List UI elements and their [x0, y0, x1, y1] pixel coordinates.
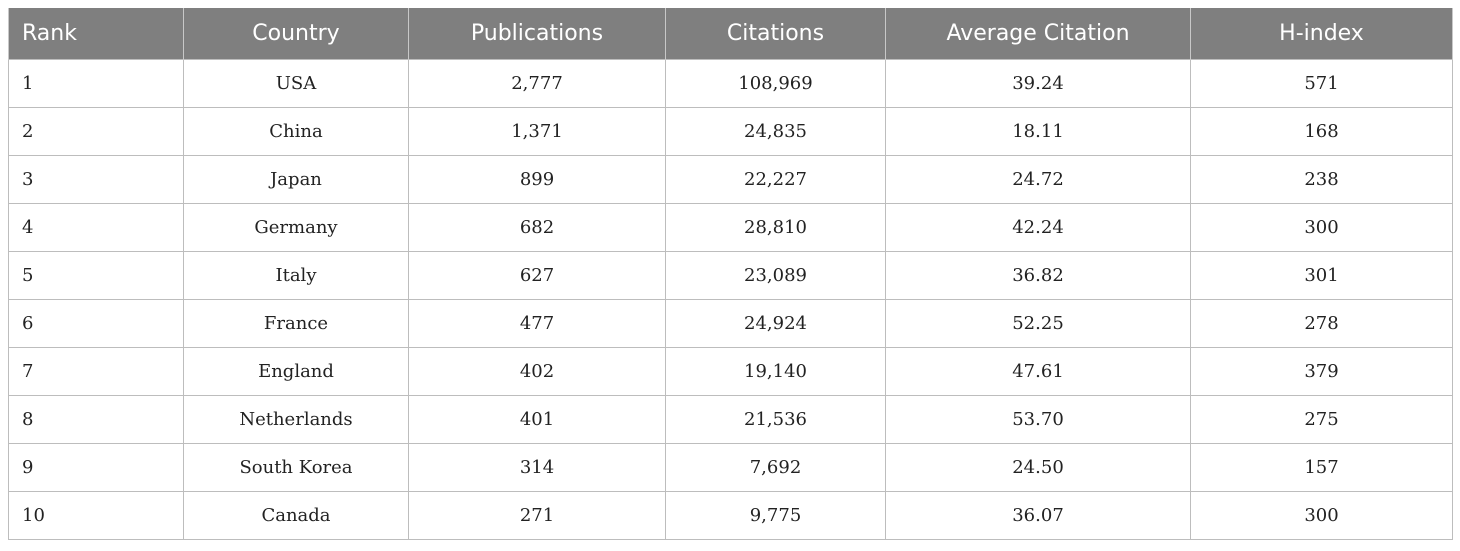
- table-row: 1 USA 2,777 108,969 39.24 571: [8, 59, 1453, 108]
- cell-citations: 28,810: [665, 203, 886, 252]
- table-row: 2 China 1,371 24,835 18.11 168: [8, 107, 1453, 156]
- cell-publications: 271: [408, 491, 666, 540]
- cell-country: USA: [183, 59, 409, 108]
- cell-publications: 899: [408, 155, 666, 204]
- cell-publications: 1,371: [408, 107, 666, 156]
- cell-citations: 24,835: [665, 107, 886, 156]
- cell-publications: 401: [408, 395, 666, 444]
- cell-rank: 6: [8, 299, 184, 348]
- cell-citations: 21,536: [665, 395, 886, 444]
- header-row: Rank Country Publications Citations Aver…: [8, 8, 1453, 60]
- cell-average-citation: 52.25: [885, 299, 1191, 348]
- cell-publications: 314: [408, 443, 666, 492]
- cell-citations: 22,227: [665, 155, 886, 204]
- cell-h-index: 300: [1190, 491, 1453, 540]
- cell-country: England: [183, 347, 409, 396]
- table-header: Rank Country Publications Citations Aver…: [8, 8, 1453, 60]
- cell-citations: 23,089: [665, 251, 886, 300]
- cell-rank: 2: [8, 107, 184, 156]
- cell-average-citation: 47.61: [885, 347, 1191, 396]
- cell-average-citation: 42.24: [885, 203, 1191, 252]
- country-ranking-table: Rank Country Publications Citations Aver…: [8, 8, 1453, 540]
- cell-h-index: 275: [1190, 395, 1453, 444]
- cell-country: Japan: [183, 155, 409, 204]
- cell-country: Italy: [183, 251, 409, 300]
- cell-country: South Korea: [183, 443, 409, 492]
- cell-country: Netherlands: [183, 395, 409, 444]
- cell-citations: 7,692: [665, 443, 886, 492]
- country-ranking-table-container: Rank Country Publications Citations Aver…: [8, 8, 1453, 540]
- cell-rank: 3: [8, 155, 184, 204]
- cell-publications: 402: [408, 347, 666, 396]
- cell-rank: 7: [8, 347, 184, 396]
- table-row: 9 South Korea 314 7,692 24.50 157: [8, 443, 1453, 492]
- cell-average-citation: 24.50: [885, 443, 1191, 492]
- cell-h-index: 571: [1190, 59, 1453, 108]
- cell-h-index: 278: [1190, 299, 1453, 348]
- table-row: 8 Netherlands 401 21,536 53.70 275: [8, 395, 1453, 444]
- cell-rank: 8: [8, 395, 184, 444]
- cell-average-citation: 36.07: [885, 491, 1191, 540]
- cell-h-index: 168: [1190, 107, 1453, 156]
- table-row: 10 Canada 271 9,775 36.07 300: [8, 491, 1453, 540]
- header-publications: Publications: [408, 8, 666, 60]
- cell-citations: 24,924: [665, 299, 886, 348]
- cell-country: China: [183, 107, 409, 156]
- cell-average-citation: 53.70: [885, 395, 1191, 444]
- table-row: 6 France 477 24,924 52.25 278: [8, 299, 1453, 348]
- cell-publications: 682: [408, 203, 666, 252]
- table-body: 1 USA 2,777 108,969 39.24 571 2 China 1,…: [8, 59, 1453, 540]
- cell-average-citation: 39.24: [885, 59, 1191, 108]
- cell-rank: 1: [8, 59, 184, 108]
- cell-h-index: 300: [1190, 203, 1453, 252]
- cell-h-index: 379: [1190, 347, 1453, 396]
- header-country: Country: [183, 8, 409, 60]
- cell-h-index: 301: [1190, 251, 1453, 300]
- cell-average-citation: 18.11: [885, 107, 1191, 156]
- cell-citations: 108,969: [665, 59, 886, 108]
- cell-rank: 5: [8, 251, 184, 300]
- cell-h-index: 238: [1190, 155, 1453, 204]
- cell-publications: 627: [408, 251, 666, 300]
- cell-h-index: 157: [1190, 443, 1453, 492]
- cell-country: Germany: [183, 203, 409, 252]
- cell-publications: 2,777: [408, 59, 666, 108]
- cell-average-citation: 24.72: [885, 155, 1191, 204]
- header-citations: Citations: [665, 8, 886, 60]
- cell-citations: 9,775: [665, 491, 886, 540]
- header-average-citation: Average Citation: [885, 8, 1191, 60]
- cell-citations: 19,140: [665, 347, 886, 396]
- table-row: 4 Germany 682 28,810 42.24 300: [8, 203, 1453, 252]
- cell-rank: 4: [8, 203, 184, 252]
- cell-rank: 10: [8, 491, 184, 540]
- table-row: 7 England 402 19,140 47.61 379: [8, 347, 1453, 396]
- table-row: 3 Japan 899 22,227 24.72 238: [8, 155, 1453, 204]
- table-row: 5 Italy 627 23,089 36.82 301: [8, 251, 1453, 300]
- cell-publications: 477: [408, 299, 666, 348]
- cell-country: France: [183, 299, 409, 348]
- cell-rank: 9: [8, 443, 184, 492]
- header-h-index: H-index: [1190, 8, 1453, 60]
- cell-average-citation: 36.82: [885, 251, 1191, 300]
- header-rank: Rank: [8, 8, 184, 60]
- cell-country: Canada: [183, 491, 409, 540]
